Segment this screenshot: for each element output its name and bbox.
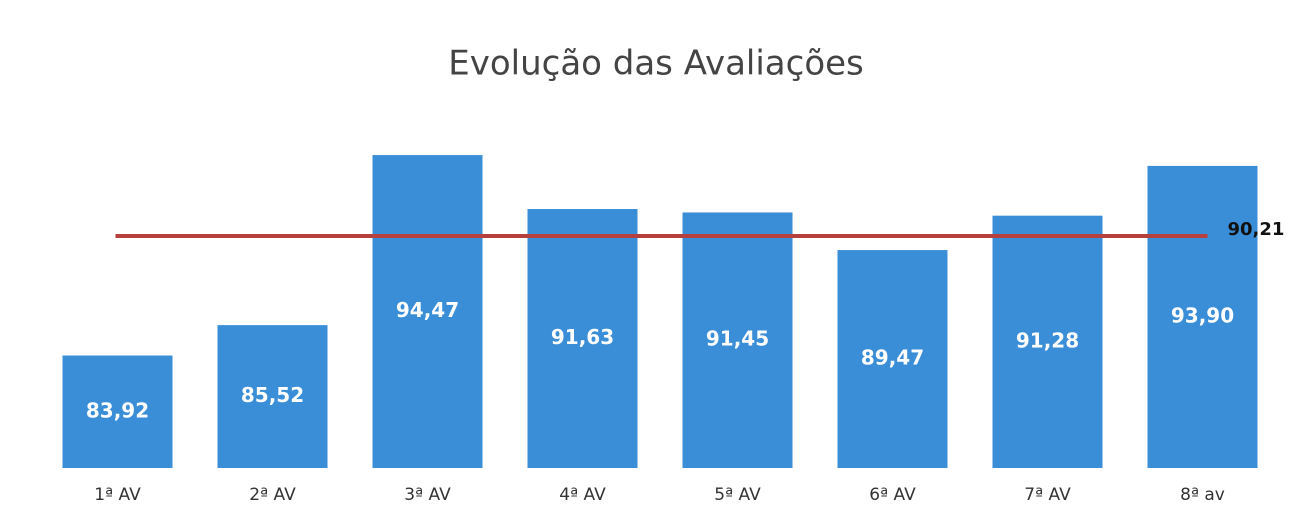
x-tick-label: 6ª AV — [869, 485, 916, 505]
chart-title: Evolução das Avaliações — [448, 44, 864, 84]
value-label: 91,63 — [551, 325, 614, 349]
average-label: 90,21 — [1228, 219, 1285, 240]
value-label: 89,47 — [861, 346, 924, 370]
value-label: 94,47 — [396, 298, 459, 322]
value-label: 85,52 — [241, 383, 304, 407]
x-tick-label: 7ª AV — [1024, 485, 1071, 505]
bar — [527, 209, 638, 468]
value-label: 91,28 — [1016, 328, 1079, 352]
bar — [62, 355, 173, 468]
x-tick-label: 4ª AV — [559, 485, 606, 505]
bar — [1147, 165, 1258, 468]
value-label: 83,92 — [86, 398, 149, 422]
value-label: 93,90 — [1171, 303, 1234, 327]
bar — [837, 250, 948, 468]
bar — [992, 215, 1103, 468]
x-tick-label: 8ª av — [1180, 485, 1225, 505]
bar — [682, 212, 793, 468]
bar — [217, 325, 328, 468]
bar — [372, 155, 483, 468]
x-tick-label: 5ª AV — [714, 485, 761, 505]
x-tick-label: 1ª AV — [94, 485, 141, 505]
x-tick-label: 2ª AV — [249, 485, 296, 505]
x-tick-label: 3ª AV — [404, 485, 451, 505]
value-label: 91,45 — [706, 327, 769, 351]
